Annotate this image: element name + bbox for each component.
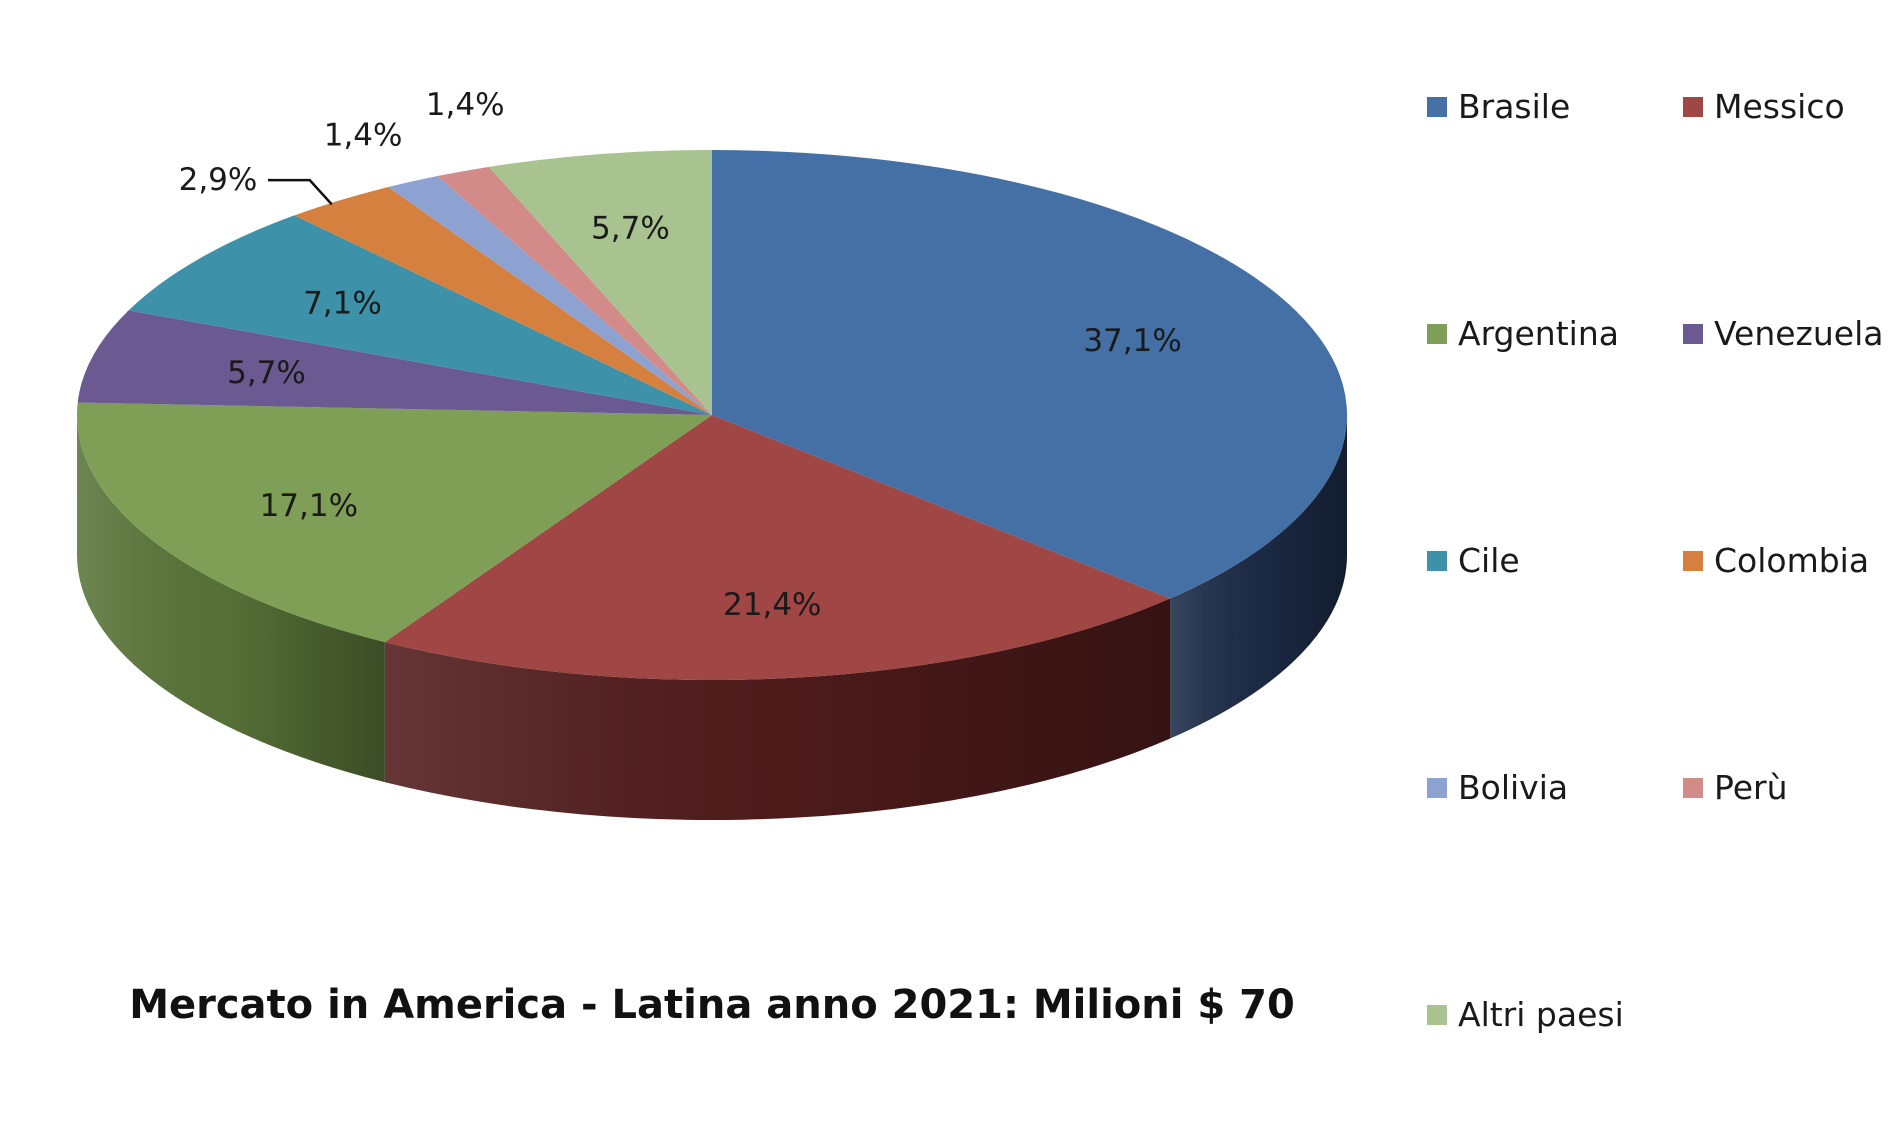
pie-slice-bolivia	[388, 176, 712, 415]
chart-title: Mercato in America - Latina anno 2021: M…	[129, 982, 1295, 1028]
pie-data-labels: 37,1% 21,4% 17,1% 5,7% 7,1% 2,9% 1,4% 1,4% 5,7%	[179, 87, 1182, 623]
pie-side-walls	[77, 415, 1347, 821]
pie-slice-per	[437, 166, 712, 415]
legend-swatch-cile	[1427, 551, 1447, 571]
legend-label-brasile: Brasile	[1458, 87, 1570, 126]
pie-side-brasile-shade	[1170, 415, 1347, 739]
legend-label-messico: Messico	[1714, 87, 1845, 126]
pie-slice-argentina	[76, 402, 712, 643]
legend-swatch-brasile	[1427, 97, 1447, 117]
pie-top-faces	[76, 150, 1348, 680]
data-label-cile: 7,1%	[303, 286, 382, 322]
leader-line-colombia	[268, 178, 333, 206]
legend-swatch-altri-paesi	[1427, 1005, 1447, 1025]
data-label-venezuela: 5,7%	[227, 355, 306, 391]
pie-side-argentina-shade	[77, 415, 385, 783]
data-label-messico: 21,4%	[723, 587, 821, 623]
pie-slice-colombia	[294, 187, 712, 415]
data-label-altri-paesi: 5,7%	[591, 210, 670, 246]
legend-swatch-colombia	[1683, 551, 1703, 571]
legend-label-altri-paesi: Altri paesi	[1458, 995, 1624, 1034]
legend-swatch-per	[1683, 778, 1703, 798]
pie-slice-messico	[384, 415, 1171, 680]
data-label-argentina: 17,1%	[260, 488, 358, 524]
legend-label-cile: Cile	[1458, 541, 1520, 580]
legend-swatch-argentina	[1427, 324, 1447, 344]
legend-label-per: Perù	[1714, 768, 1788, 807]
pie-slice-altri-paesi	[488, 150, 712, 415]
data-label-brasile: 37,1%	[1083, 323, 1181, 359]
data-label-per: 1,4%	[426, 87, 505, 123]
data-label-colombia: 2,9%	[179, 162, 258, 198]
legend: Brasile Messico Argentina Venezuela Cile Colo…	[1427, 87, 1883, 1034]
legend-label-venezuela: Venezuela	[1714, 314, 1883, 353]
legend-label-bolivia: Bolivia	[1458, 768, 1568, 807]
pie-side-messico-shade	[384, 598, 1171, 821]
legend-label-argentina: Argentina	[1458, 314, 1619, 353]
data-label-bolivia: 1,4%	[324, 118, 403, 154]
pie-slice-venezuela	[77, 310, 712, 415]
legend-swatch-messico	[1683, 97, 1703, 117]
pie-slice-cile	[128, 215, 712, 415]
pie-slice-brasile	[712, 150, 1348, 599]
legend-swatch-bolivia	[1427, 778, 1447, 798]
legend-swatch-venezuela	[1683, 324, 1703, 344]
legend-label-colombia: Colombia	[1714, 541, 1869, 580]
